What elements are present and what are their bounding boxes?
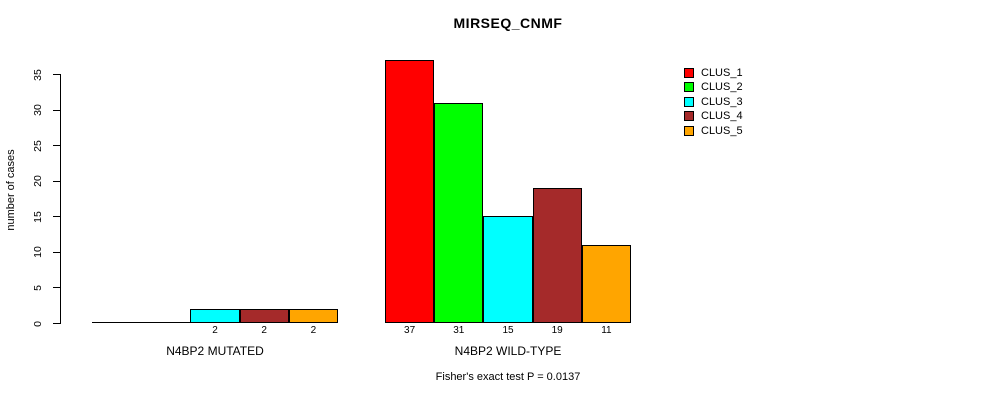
bar-CLUS_4: [532, 187, 582, 323]
legend-swatch-icon: [684, 82, 694, 93]
y-tick-label: 0: [32, 320, 44, 327]
zero-bar-line: [141, 322, 192, 323]
bar-value-label: 31: [453, 325, 465, 336]
zero-bar-line: [92, 322, 143, 323]
legend-label: CLUS_5: [701, 124, 743, 137]
legend-swatch-icon: [684, 68, 694, 78]
chart-title: MIRSEQ_CNMF: [453, 15, 563, 31]
bar-CLUS_1: [385, 60, 435, 323]
bar-CLUS_3: [483, 216, 533, 323]
y-tick-label: 25: [32, 139, 44, 152]
y-tick: [52, 251, 60, 253]
y-tick-label: 10: [32, 246, 44, 259]
bar-value-label: 2: [310, 325, 317, 336]
legend-swatch-icon: [684, 96, 694, 107]
y-tick-label: 15: [32, 211, 44, 223]
y-axis-label: number of cases: [5, 149, 17, 231]
y-tick-label: 20: [32, 175, 44, 188]
y-tick: [52, 109, 60, 111]
legend-swatch-icon: [684, 125, 694, 136]
bar-value-label: 15: [502, 325, 514, 336]
bar-value-label: 2: [261, 325, 267, 336]
bar-value-label: 19: [551, 325, 563, 336]
y-tick: [52, 216, 60, 218]
bar-CLUS_5: [288, 308, 338, 323]
y-tick-label: 30: [32, 104, 44, 117]
bar-CLUS_4: [239, 308, 289, 323]
y-tick: [52, 323, 60, 324]
bar-value-label: 37: [404, 325, 416, 336]
bar-CLUS_3: [190, 308, 240, 323]
y-axis-line: [59, 74, 61, 324]
legend-swatch-icon: [684, 111, 694, 122]
y-tick: [52, 287, 60, 289]
group-label: N4BP2 WILD-TYPE: [454, 344, 562, 358]
bar-CLUS_2: [434, 102, 484, 323]
y-tick: [52, 145, 60, 147]
group-label: N4BP2 MUTATED: [166, 344, 264, 358]
bar-value-label: 2: [212, 325, 218, 336]
y-tick: [52, 74, 60, 76]
y-tick: [52, 180, 60, 182]
legend-label: CLUS_2: [701, 81, 743, 94]
legend-label: CLUS_1: [701, 67, 743, 79]
y-tick-label: 35: [32, 68, 44, 81]
bar-CLUS_5: [581, 244, 631, 323]
legend-label: CLUS_3: [701, 95, 743, 108]
fisher-test-note: Fisher's exact test P = 0.0137: [435, 371, 581, 383]
bar-value-label: 11: [601, 325, 612, 336]
y-tick-label: 5: [32, 285, 44, 291]
legend-label: CLUS_4: [701, 110, 743, 123]
